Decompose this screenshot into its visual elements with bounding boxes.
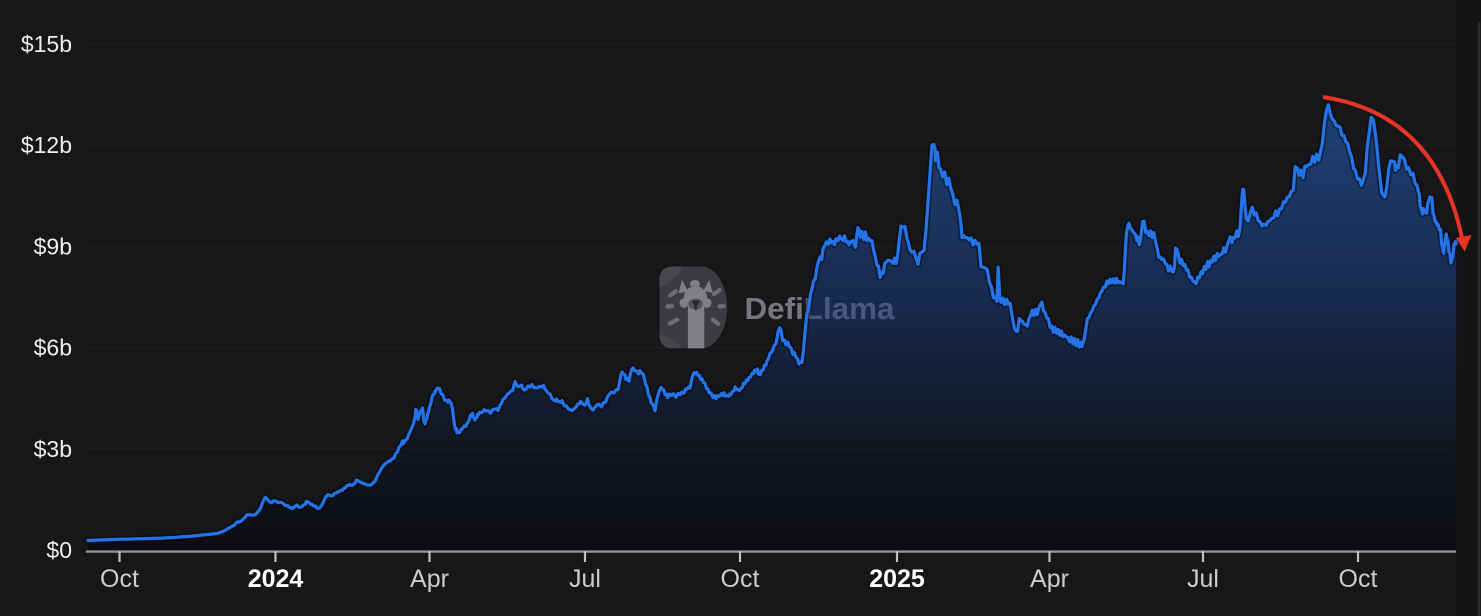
svg-text:2025: 2025 <box>869 565 925 593</box>
svg-text:Jul: Jul <box>1187 565 1219 593</box>
svg-text:2024: 2024 <box>248 565 304 593</box>
svg-text:$15b: $15b <box>21 31 72 57</box>
svg-text:$12b: $12b <box>21 132 72 158</box>
svg-text:$0: $0 <box>46 537 72 563</box>
svg-text:$3b: $3b <box>34 436 72 462</box>
svg-text:$9b: $9b <box>34 233 72 259</box>
svg-text:Apr: Apr <box>410 565 449 593</box>
svg-text:Oct: Oct <box>721 565 760 593</box>
svg-text:Oct: Oct <box>100 565 139 593</box>
svg-text:Jul: Jul <box>569 565 601 593</box>
svg-text:Apr: Apr <box>1030 565 1069 593</box>
svg-text:Oct: Oct <box>1339 565 1378 593</box>
svg-text:$6b: $6b <box>34 335 72 361</box>
